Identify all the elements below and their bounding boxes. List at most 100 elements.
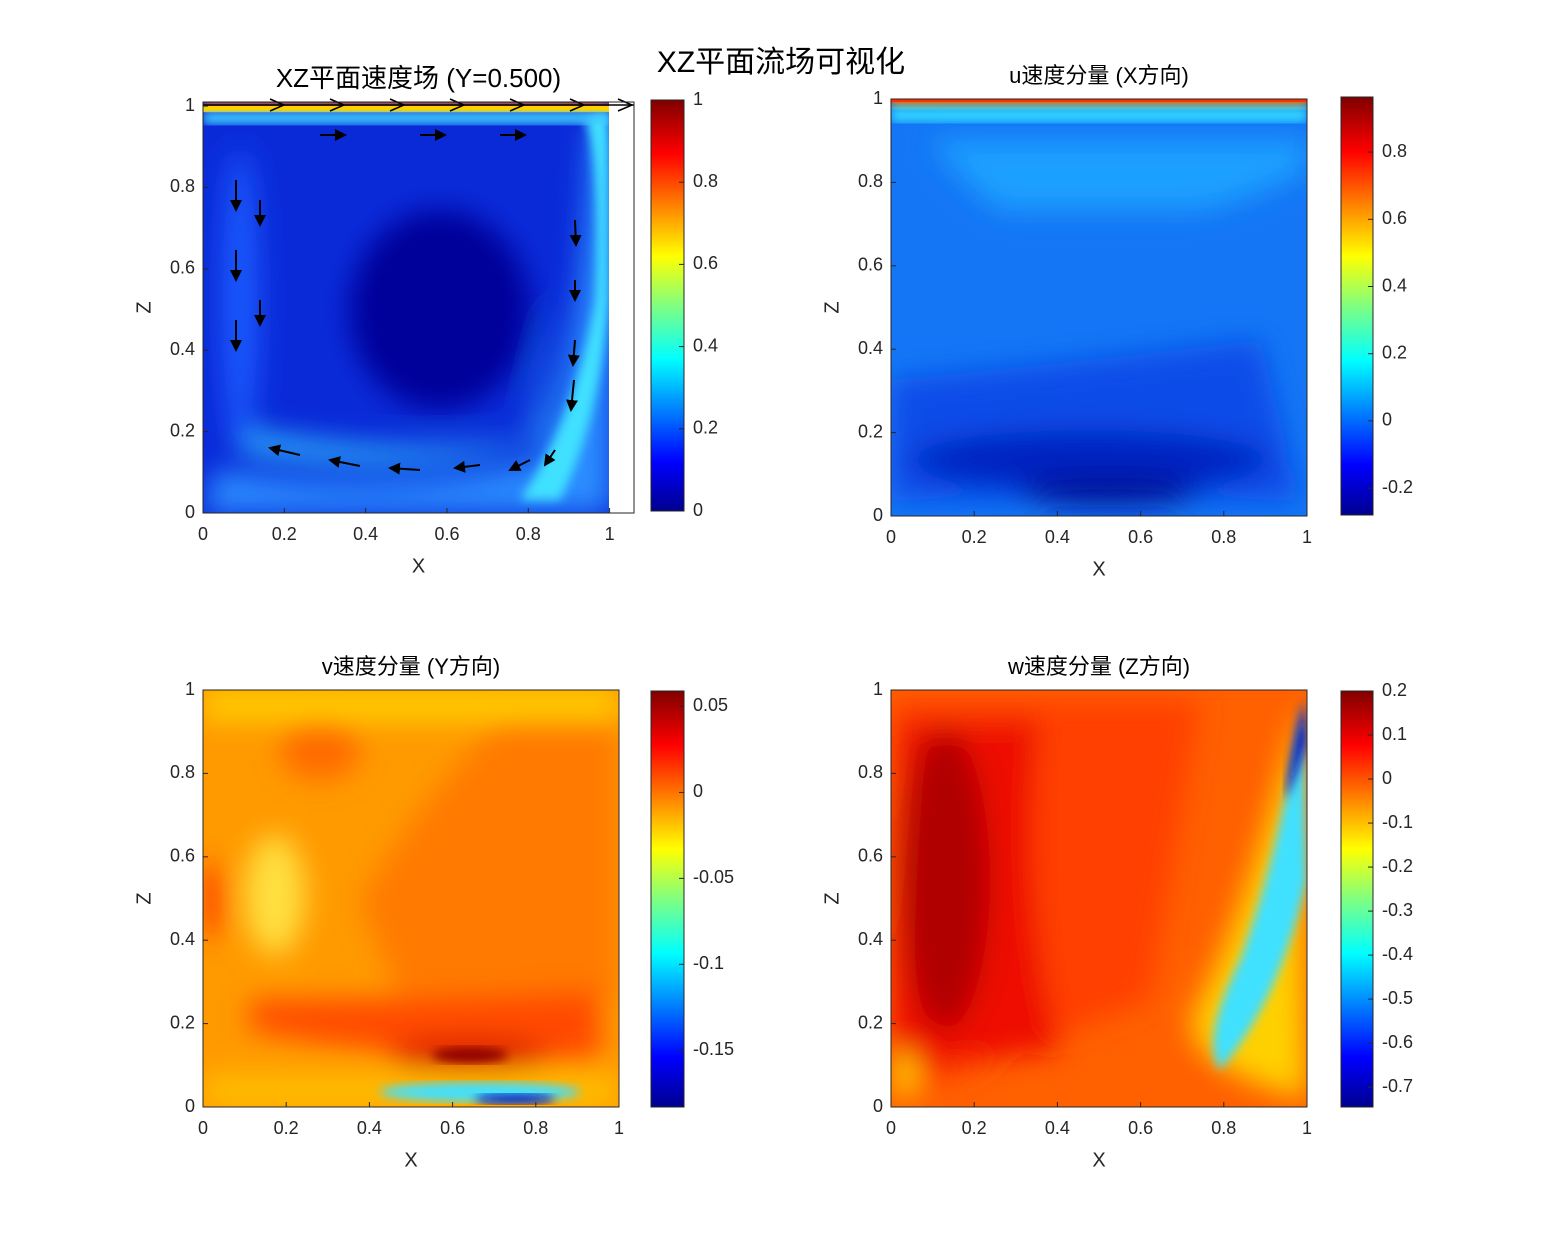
x-tick-label: 0.6 [440, 1118, 465, 1138]
x-tick-label: 0 [198, 524, 208, 544]
x-tick-label: 0.8 [523, 1118, 548, 1138]
colorbar-tick-label: 0.8 [1382, 141, 1407, 161]
colorbar-tick-label: 0.2 [1382, 680, 1407, 700]
y-tick-label: 0.6 [858, 255, 883, 275]
chart-title: u速度分量 (X方向) [1009, 63, 1189, 88]
colorbar [1340, 690, 1374, 1108]
colorbar-tick-label: -0.1 [693, 953, 724, 973]
colorbar-tick-label: 0.6 [693, 253, 718, 273]
y-tick-label: 1 [873, 88, 883, 108]
y-tick-label: 0 [185, 502, 195, 522]
y-axis-label: Z [821, 892, 843, 904]
colorbar-tick-label: -0.15 [693, 1039, 734, 1059]
x-tick-label: 0.6 [1128, 527, 1153, 547]
y-axis-label: Z [821, 301, 843, 313]
colorbar [1340, 96, 1374, 516]
x-tick-label: 1 [1302, 527, 1312, 547]
axes-frame [202, 689, 620, 1108]
y-tick-label: 0.8 [170, 176, 195, 196]
x-tick-label: 0.6 [434, 524, 459, 544]
y-tick-label: 1 [185, 95, 195, 115]
chart-title: v速度分量 (Y方向) [322, 654, 500, 679]
field [891, 690, 1307, 1107]
x-axis-label: X [404, 1149, 417, 1171]
colorbar-tick-label: 0 [693, 500, 703, 520]
x-tick-label: 0 [886, 1118, 896, 1138]
colorbar-tick-label: 0.2 [1382, 342, 1407, 362]
x-tick-label: 0.2 [274, 1118, 299, 1138]
field [891, 99, 1307, 516]
colorbar-tick-label: -0.4 [1382, 944, 1413, 964]
x-axis-label: X [1092, 1149, 1105, 1171]
y-tick-label: 0 [185, 1096, 195, 1116]
x-tick-label: 0 [886, 527, 896, 547]
figure-title: XZ平面流场可视化 [657, 46, 905, 79]
colorbar [650, 99, 685, 512]
y-tick-label: 0 [873, 1096, 883, 1116]
y-tick-label: 0.8 [858, 762, 883, 782]
y-tick-label: 1 [185, 679, 195, 699]
x-tick-label: 0.6 [1128, 1118, 1153, 1138]
colorbar-tick-label: 1 [693, 89, 703, 109]
chart-title: XZ平面速度场 (Y=0.500) [276, 63, 561, 93]
field [203, 102, 609, 513]
y-tick-label: 1 [873, 679, 883, 699]
y-tick-label: 0.6 [858, 846, 883, 866]
x-tick-label: 0.4 [1045, 1118, 1070, 1138]
colorbar-tick-label: 0 [1382, 410, 1392, 430]
x-tick-label: 0.8 [516, 524, 541, 544]
x-tick-label: 0.2 [962, 527, 987, 547]
x-axis-label: X [1092, 558, 1105, 580]
y-tick-label: 0.4 [170, 929, 195, 949]
colorbar-tick-label: -0.1 [1382, 812, 1413, 832]
y-axis-label: Z [133, 301, 155, 313]
y-tick-label: 0.2 [170, 420, 195, 440]
x-axis-label: X [412, 555, 425, 577]
y-tick-label: 0.4 [858, 338, 883, 358]
x-tick-label: 0 [198, 1118, 208, 1138]
top-arrows [203, 98, 634, 112]
colorbar-tick-label: -0.05 [693, 867, 734, 887]
colorbar-tick-label: 0 [693, 781, 703, 801]
y-tick-label: 0.2 [858, 421, 883, 441]
axes-frame [202, 101, 635, 514]
colorbar-tick-label: 0.4 [1382, 275, 1407, 295]
y-tick-label: 0.8 [170, 762, 195, 782]
x-tick-label: 0.8 [1211, 527, 1236, 547]
colorbar-tick-label: -0.6 [1382, 1032, 1413, 1052]
axes-frame [890, 689, 1308, 1108]
y-axis-label: Z [133, 892, 155, 904]
y-tick-label: 0.6 [170, 258, 195, 278]
y-tick-label: 0.2 [858, 1012, 883, 1032]
x-tick-label: 0.2 [962, 1118, 987, 1138]
x-tick-label: 0.4 [353, 524, 378, 544]
x-tick-label: 0.8 [1211, 1118, 1236, 1138]
colorbar-tick-label: 0.4 [693, 335, 718, 355]
colorbar-tick-label: -0.2 [1382, 477, 1413, 497]
x-tick-label: 0.2 [272, 524, 297, 544]
axes-frame [890, 98, 1308, 517]
y-tick-label: 0.4 [858, 929, 883, 949]
colorbar-tick-label: -0.3 [1382, 900, 1413, 920]
chart-title: w速度分量 (Z方向) [1007, 654, 1190, 679]
colorbar-tick-label: 0.2 [693, 418, 718, 438]
colorbar-tick-label: -0.7 [1382, 1076, 1413, 1096]
colorbar-tick-label: -0.5 [1382, 988, 1413, 1008]
colorbar-tick-label: 0.6 [1382, 208, 1407, 228]
colorbar-tick-label: 0 [1382, 768, 1392, 788]
x-tick-label: 1 [614, 1118, 624, 1138]
field [203, 690, 619, 1107]
y-tick-label: 0.8 [858, 171, 883, 191]
x-tick-label: 0.4 [1045, 527, 1070, 547]
colorbar [650, 690, 685, 1108]
x-tick-label: 1 [605, 524, 615, 544]
colorbar-tick-label: 0.1 [1382, 724, 1407, 744]
y-tick-label: 0.6 [170, 846, 195, 866]
colorbar-tick-label: 0.05 [693, 695, 728, 715]
x-tick-label: 1 [1302, 1118, 1312, 1138]
y-tick-label: 0 [873, 505, 883, 525]
y-tick-label: 0.4 [170, 339, 195, 359]
y-tick-label: 0.2 [170, 1012, 195, 1032]
x-tick-label: 0.4 [357, 1118, 382, 1138]
